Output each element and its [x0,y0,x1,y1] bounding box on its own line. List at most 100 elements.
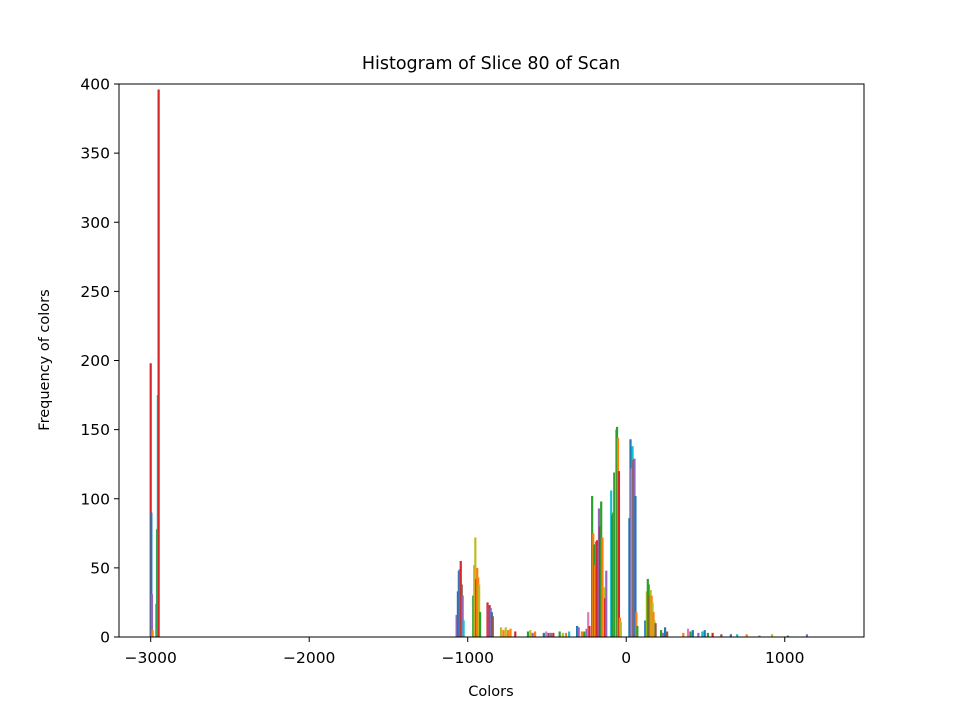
histogram-bar [491,616,494,637]
histogram-bar [634,495,637,637]
y-tick-label: 250 [80,283,110,301]
histogram-bar [661,632,665,637]
histogram-bar [600,501,603,637]
histogram-bar [689,631,692,637]
histogram-bar [588,625,591,637]
histogram-bar [653,620,656,637]
histogram-bar [587,612,590,637]
y-tick-label: 350 [80,145,110,163]
histogram-bar [786,635,790,637]
y-axis-label: Frequency of colors [37,289,53,430]
histogram-bar [619,621,622,637]
histogram-bar [151,630,154,637]
histogram-bar [558,631,561,637]
histogram-bar [691,630,694,637]
histogram-bar [462,620,465,637]
histogram-bar [660,630,663,637]
histogram-bar [461,595,464,637]
histogram-bar [542,632,545,637]
histogram-bar [488,605,491,637]
y-tick-label: 400 [80,76,110,94]
histogram-bar [706,632,709,637]
histogram-bar [568,631,571,637]
histogram-bar [531,632,534,637]
histogram-bar [545,631,548,637]
x-tick-label: −3000 [124,649,176,667]
histogram-bar [628,518,631,637]
histogram-bar [602,587,606,637]
histogram-bar [745,634,748,637]
histogram-bar [580,631,583,637]
histogram-bar [644,620,647,637]
histogram-bar [666,631,669,637]
histogram-bar [686,628,690,637]
histogram-bar [736,634,739,637]
x-tick-label: −2000 [283,649,335,667]
histogram-bar [552,632,555,637]
x-axis: −3000 −2000 −1000 0 1000 [124,637,804,667]
histogram-bar [533,631,537,637]
y-tick-label: 150 [80,421,110,439]
histogram-bar [478,612,482,637]
histogram-bar [610,490,613,637]
histogram-bar [549,632,553,637]
x-tick-label: −1000 [442,649,494,667]
histogram-bar [629,439,632,637]
histogram-bar [585,628,588,637]
histogram-bar [682,632,685,637]
histogram-bar [149,363,152,637]
histogram-bar [604,598,607,637]
histogram-bar [576,625,579,637]
histogram-bar [703,630,706,637]
histogram-bar [547,632,550,637]
histogram-bar [561,632,564,637]
histogram-bar [499,627,503,637]
histogram-bar [598,526,602,637]
histogram-bar [529,630,532,637]
x-axis-label: Colors [468,684,513,700]
x-tick-label: 0 [621,649,631,667]
y-tick-label: 100 [80,490,110,508]
histogram-bar [507,630,510,637]
bars-group [149,89,809,638]
y-tick-label: 300 [80,214,110,232]
histogram-bar [701,631,704,637]
y-tick-label: 200 [80,352,110,370]
histogram-bar [605,570,608,637]
histogram-bar [489,607,492,637]
histogram-bar [636,625,639,637]
x-tick-label: 1000 [765,649,804,667]
histogram-bar [509,628,512,637]
histogram-bar [150,594,154,637]
histogram-bar [601,537,604,637]
histogram-bar [805,634,809,637]
histogram-bar [564,632,568,637]
histogram-bar [758,635,761,637]
histogram-bar [697,632,700,637]
histogram-bar [583,631,586,637]
histogram-bar [635,612,638,637]
histogram-bar [654,623,657,637]
histogram-bar [617,471,621,637]
histogram-bar [577,627,580,637]
histogram-bar [502,630,505,637]
y-tick-label: 0 [100,629,110,647]
histogram-bar [478,584,481,637]
histogram-bar [504,627,507,637]
histogram-bar [720,634,723,637]
histogram-bar [729,634,732,637]
histogram-bar [472,595,475,637]
histogram-bar [150,512,153,637]
histogram-bar [711,632,714,637]
histogram-bar [591,495,594,637]
histogram-bar [455,614,458,637]
chart-title: Histogram of Slice 80 of Scan [362,54,620,74]
histogram-bar [526,631,530,637]
y-tick-label: 50 [90,559,110,577]
histogram-bar [770,634,774,637]
histogram-bar [486,602,489,637]
histogram-bar [514,631,517,637]
y-axis: 0 50 100 150 200 250 300 350 400 [80,76,119,647]
histogram-bar [157,89,160,637]
